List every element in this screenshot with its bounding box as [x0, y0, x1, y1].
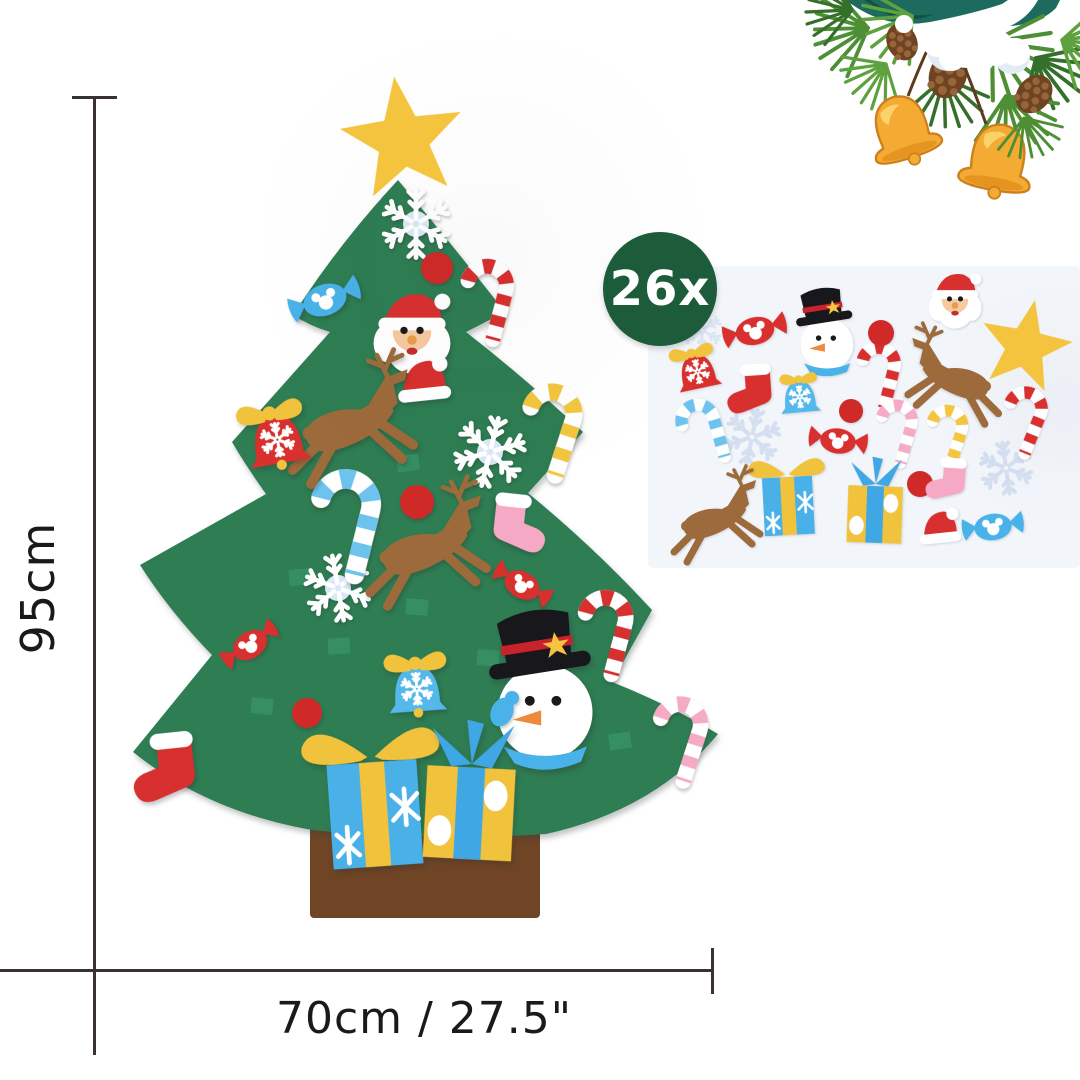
height-dimension-label: 95cm [11, 521, 65, 655]
width-dimension-label: 70cm / 27.5" [275, 993, 573, 1044]
tree-ornaments [128, 190, 706, 871]
height-dimension-line [93, 97, 96, 1055]
pompom-ornament [421, 252, 453, 284]
bells-pine-decoration [796, 0, 1080, 206]
star-topper [333, 68, 471, 200]
snowflake-ornament [449, 410, 531, 493]
snowflake-ornament [383, 190, 449, 257]
blue-bell-ornament [382, 650, 448, 718]
red-bell-ornament [234, 396, 312, 470]
ornament-kit-panel [648, 266, 1080, 568]
gold-bell-icon [858, 85, 949, 177]
snowflake-ornament [301, 550, 375, 625]
yellow-gift-piece [846, 455, 904, 544]
kit-count-badge: 26x [603, 232, 717, 346]
snowman-mitten [490, 691, 519, 727]
width-dimension-line [0, 969, 714, 972]
pompom-ornament [292, 698, 322, 728]
kit-count-text: 26x [609, 261, 711, 317]
red-stocking-ornament [128, 730, 199, 804]
kit-items [667, 273, 1080, 562]
felt-christmas-tree [128, 68, 718, 918]
pompom-piece [839, 399, 863, 423]
pompom-piece [868, 320, 894, 346]
snow-cap [895, 15, 1030, 74]
pompom-ornament [400, 485, 434, 519]
width-dimension-end-cap [711, 948, 714, 994]
height-dimension-top-cap [72, 96, 117, 99]
